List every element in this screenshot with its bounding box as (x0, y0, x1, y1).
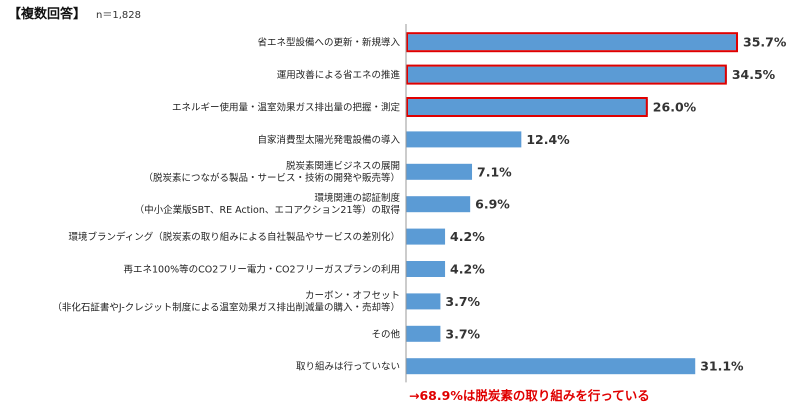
footnote-text: →68.9%は脱炭素の取り組みを行っている (409, 388, 650, 403)
chart-title: 【複数回答】 (8, 7, 87, 22)
highlight-border (406, 64, 727, 85)
category-label-line: （脱炭素につながる製品・サービス・技術の開発や販売等） (143, 172, 400, 184)
highlight-border (406, 97, 648, 117)
data-label: 3.7% (445, 294, 480, 309)
bar (406, 261, 446, 277)
chart-header: 【複数回答】 n＝1,828 (8, 3, 141, 23)
bar (406, 131, 522, 148)
data-label: 26.0% (653, 100, 697, 115)
bar (406, 358, 696, 375)
highlight-border (406, 32, 739, 53)
sample-size: n＝1,828 (96, 10, 141, 21)
data-label: 31.1% (700, 359, 744, 374)
data-label: 4.2% (450, 229, 485, 244)
category-label-line: （中小企業版SBT、RE Action、エコアクション21等）の取得 (135, 204, 401, 216)
category-label: カーボン・オフセット（非化石証書やJ-クレジット制度による温室効果ガス排出削減量… (52, 290, 400, 313)
bar (406, 163, 473, 180)
bar (406, 99, 648, 115)
category-label: 環境関連の認証制度（中小企業版SBT、RE Action、エコアクション21等）… (135, 192, 401, 216)
category-label: 取り組みは行っていない (296, 361, 400, 373)
data-label: 34.5% (732, 67, 776, 82)
data-label: 12.4% (526, 132, 570, 147)
bar (406, 228, 446, 245)
data-label: 7.1% (477, 164, 512, 179)
data-label: 4.2% (450, 262, 485, 277)
category-label: 再エネ100%等のCO2フリー電力・CO2フリーガスプランの利用 (124, 264, 400, 276)
category-label: 省エネ型設備への更新・新規導入 (257, 37, 400, 49)
category-label: エネルギー使用量・温室効果ガス排出量の把握・測定 (172, 102, 401, 114)
category-label: その他 (371, 328, 400, 340)
category-label: 運用改善による省エネの推進 (277, 69, 401, 81)
bar (406, 66, 727, 83)
bar (406, 34, 739, 51)
category-label: 環境ブランディング（脱炭素の取り組みによる自社製品やサービスの差別化） (68, 231, 400, 243)
bar (406, 196, 471, 213)
data-label: 35.7% (743, 35, 787, 50)
category-label: 脱炭素関連ビジネスの展開（脱炭素につながる製品・サービス・技術の開発や販売等） (143, 160, 400, 184)
data-label: 3.7% (445, 326, 480, 341)
category-label-line: 脱炭素関連ビジネスの展開 (286, 160, 400, 172)
category-label-line: （非化石証書やJ-クレジット制度による温室効果ガス排出削減量の購入・売却等） (52, 301, 400, 313)
bar (406, 325, 441, 342)
data-label: 6.9% (475, 197, 510, 212)
category-label: 自家消費型太陽光発電設備の導入 (257, 134, 400, 146)
category-label-line: 環境関連の認証制度 (314, 192, 400, 204)
bar (406, 293, 441, 310)
category-label-line: カーボン・オフセット (305, 290, 400, 301)
